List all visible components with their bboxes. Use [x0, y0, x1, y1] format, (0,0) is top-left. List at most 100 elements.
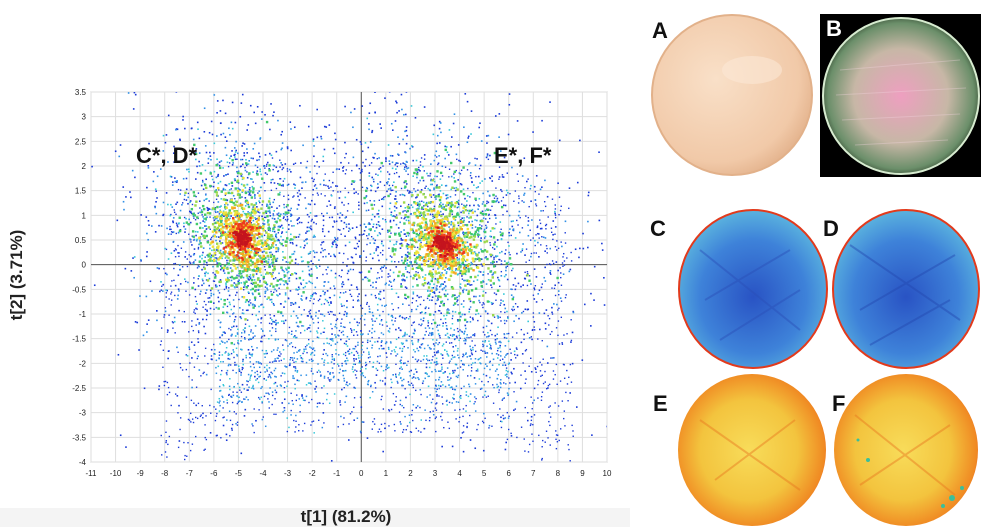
scatter-point — [435, 403, 437, 405]
scatter-point — [388, 409, 390, 411]
scatter-point — [249, 236, 252, 240]
scatter-point — [296, 317, 299, 319]
scatter-point — [233, 282, 236, 284]
scatter-point — [209, 184, 212, 188]
scatter-point — [415, 196, 417, 199]
scatter-point — [322, 273, 324, 276]
scatter-point — [459, 337, 461, 339]
scatter-point — [176, 224, 178, 226]
scatter-point — [499, 304, 501, 306]
scatter-point — [353, 61, 355, 63]
scatter-point — [193, 262, 195, 265]
scatter-point — [242, 184, 246, 187]
scatter-point — [242, 142, 244, 145]
scatter-point — [235, 200, 238, 203]
scatter-point — [560, 276, 562, 279]
scatter-point — [287, 270, 290, 273]
scatter-point — [146, 323, 148, 325]
scatter-point — [260, 262, 264, 265]
scatter-point — [247, 309, 249, 312]
scatter-point — [189, 449, 192, 452]
scatter-point — [398, 411, 401, 413]
scatter-point — [394, 42, 396, 44]
scatter-point — [251, 348, 254, 351]
scatter-point — [389, 219, 392, 222]
scatter-point — [499, 420, 502, 423]
scatter-point — [563, 260, 566, 262]
scatter-point — [403, 345, 405, 348]
scatter-point — [410, 195, 413, 198]
scatter-point — [504, 322, 506, 325]
scatter-point — [162, 201, 165, 204]
scatter-point — [551, 311, 553, 314]
scatter-point — [198, 226, 202, 230]
scatter-point — [254, 305, 256, 307]
scatter-point — [284, 218, 287, 221]
scatter-point — [224, 194, 227, 196]
scatter-point — [240, 245, 243, 249]
scatter-point — [323, 125, 326, 128]
scatter-point — [533, 414, 536, 416]
scatter-point — [491, 303, 493, 306]
scatter-point — [281, 231, 284, 233]
scatter-point — [420, 189, 423, 191]
scatter-point — [247, 205, 251, 209]
scatter-point — [429, 416, 431, 419]
scatter-point — [179, 428, 181, 431]
scatter-point — [255, 273, 258, 275]
scatter-point — [527, 308, 529, 311]
scatter-point — [544, 250, 546, 253]
scatter-point — [507, 241, 509, 244]
scatter-point — [506, 265, 509, 268]
scatter-point — [261, 215, 263, 218]
scatter-point — [219, 279, 222, 281]
scatter-point — [495, 223, 497, 225]
scatter-point — [307, 327, 310, 329]
scatter-point — [371, 129, 374, 132]
scatter-point — [558, 343, 561, 345]
scatter-point — [277, 246, 279, 249]
scatter-point — [353, 247, 356, 249]
scatter-point — [313, 221, 315, 224]
scatter-point — [216, 219, 219, 222]
scatter-point — [186, 354, 189, 357]
scatter-point — [409, 191, 411, 193]
scatter-point — [248, 160, 250, 162]
scatter-point — [471, 353, 474, 356]
scatter-point — [213, 201, 215, 204]
scatter-point — [230, 230, 233, 234]
scatter-point — [306, 226, 309, 229]
scatter-point — [533, 326, 535, 328]
scatter-point — [270, 263, 273, 265]
scatter-point — [326, 273, 328, 275]
scatter-point — [327, 301, 330, 304]
scatter-point — [532, 131, 534, 133]
scatter-point — [229, 364, 232, 366]
scatter-point — [268, 226, 270, 228]
scatter-point — [521, 312, 523, 314]
scatter-point — [385, 258, 388, 261]
scatter-point — [422, 319, 425, 322]
scatter-point — [460, 387, 463, 390]
scatter-point — [293, 183, 295, 186]
scatter-point — [358, 201, 360, 203]
scatter-point — [540, 244, 542, 246]
scatter-point — [233, 229, 237, 232]
scatter-point — [260, 340, 262, 343]
scatter-point — [241, 191, 244, 193]
scatter-point — [195, 178, 197, 180]
scatter-point — [231, 127, 234, 130]
scatter-point — [303, 246, 305, 249]
scatter-point — [296, 379, 299, 382]
scatter-point — [178, 229, 182, 233]
scatter-point — [312, 250, 315, 252]
scatter-point — [229, 419, 232, 422]
scatter-point — [229, 211, 233, 215]
scatter-point — [403, 406, 405, 409]
scatter-point — [242, 235, 245, 239]
scatter-point — [243, 242, 247, 245]
scatter-point — [460, 211, 462, 214]
scatter-point — [244, 250, 248, 254]
scatter-point — [269, 361, 271, 364]
scatter-point — [360, 255, 362, 257]
